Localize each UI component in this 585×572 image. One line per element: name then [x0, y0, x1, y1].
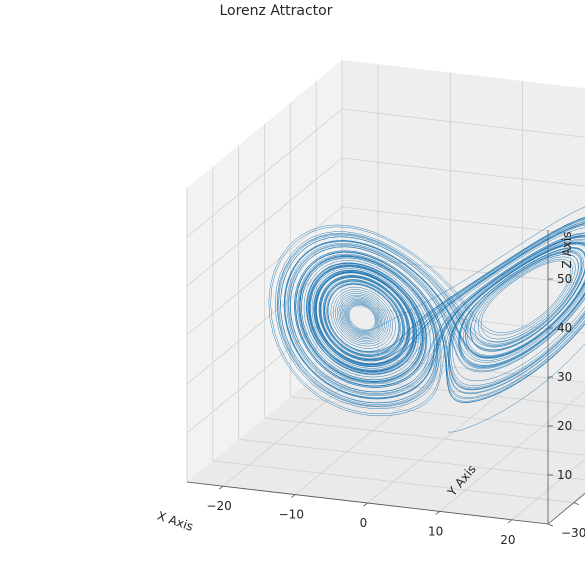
- y-tick-mark: [574, 503, 579, 505]
- x-tick-label: 20: [500, 533, 515, 547]
- y-tick-mark: [548, 524, 553, 526]
- x-tick-mark: [291, 495, 295, 498]
- x-tick-mark: [508, 520, 512, 523]
- axis-panes: [187, 60, 585, 524]
- z-tick-label: 10: [557, 468, 572, 482]
- z-tick-label: 30: [557, 370, 572, 384]
- x-tick-label: −20: [206, 499, 231, 513]
- x-tick-label: −10: [279, 508, 304, 522]
- chart-title: Lorenz Attractor: [219, 3, 332, 19]
- z-tick-label: 40: [557, 321, 572, 335]
- x-tick-mark: [219, 486, 223, 489]
- x-axis-label: X Axis: [156, 509, 195, 534]
- z-tick-label: 50: [557, 272, 572, 286]
- x-tick-mark: [436, 511, 440, 514]
- x-tick-label: 10: [428, 524, 443, 538]
- x-tick-mark: [364, 503, 368, 506]
- z-axis-label: Z Axis: [560, 232, 574, 269]
- y-tick-label: −30: [561, 526, 585, 540]
- z-tick-label: 20: [557, 419, 572, 433]
- x-tick-label: 0: [360, 516, 368, 530]
